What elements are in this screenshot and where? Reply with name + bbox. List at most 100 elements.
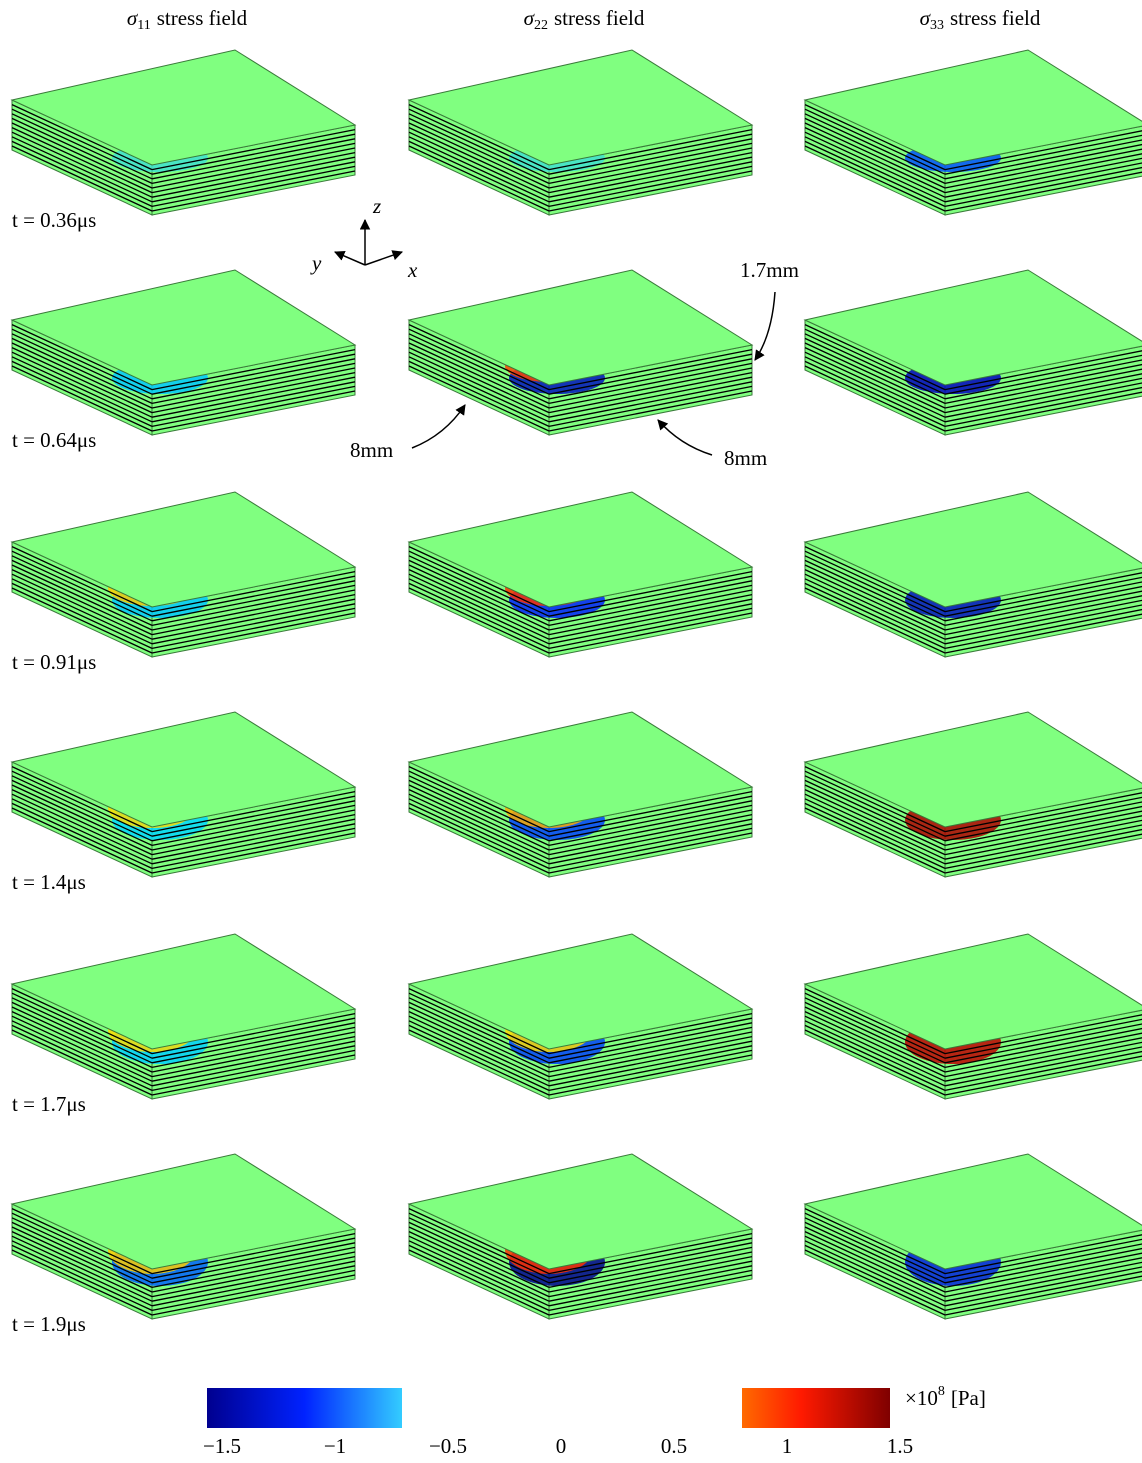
colorbar-tick-label: −0.5 <box>429 1434 467 1458</box>
layer-line <box>408 550 550 617</box>
layer-line <box>804 1249 946 1316</box>
layer-line <box>548 1045 753 1087</box>
layer-line <box>944 391 1142 432</box>
layer-line <box>11 1217 153 1284</box>
layer-line <box>804 145 946 212</box>
layer-line <box>151 1251 356 1293</box>
layer-line <box>151 133 356 175</box>
layer-line <box>944 805 1142 847</box>
layer-line <box>548 367 753 409</box>
layer-line <box>11 1208 153 1275</box>
layer-line <box>944 354 1142 395</box>
unit-exponent: 8 <box>938 1384 945 1399</box>
dimension-label: 1.7mm <box>740 258 799 282</box>
layer-line <box>11 351 153 418</box>
colorbar-tick-label: 0.5 <box>661 1434 687 1458</box>
layer-line <box>944 590 1142 631</box>
layer-line <box>944 796 1142 837</box>
layer-line <box>944 572 1142 613</box>
layer-line <box>11 1240 153 1307</box>
layer-line <box>944 828 1142 870</box>
layer-line <box>944 824 1142 865</box>
layer-line <box>804 569 946 636</box>
layer-line <box>11 140 153 207</box>
dimension-label: 8mm <box>350 438 393 462</box>
layer-line <box>151 827 356 870</box>
layer-line <box>151 348 356 391</box>
slab-top <box>407 933 754 1050</box>
layer-line <box>408 1226 550 1293</box>
layer-line <box>408 587 550 654</box>
colorbar-tick-label: 1.5 <box>887 1434 913 1458</box>
layer-line <box>151 1040 356 1082</box>
layer-line <box>151 832 356 874</box>
layer-line <box>548 358 753 400</box>
layer-line <box>804 356 946 423</box>
layer-line <box>548 1035 753 1078</box>
layer-line <box>11 546 153 613</box>
layer-line <box>11 337 153 404</box>
layer-line <box>151 385 356 428</box>
layer-line <box>944 1027 1142 1069</box>
layer-line <box>548 1012 753 1055</box>
slab-top <box>10 711 357 828</box>
slab-top <box>803 711 1142 828</box>
layer-line <box>408 775 550 842</box>
layer-line <box>408 136 550 203</box>
layer-line <box>408 988 550 1055</box>
time-label: t = 0.36μs <box>12 208 96 232</box>
slab <box>407 491 754 658</box>
layer-line <box>151 1054 356 1096</box>
layer-line <box>151 1022 356 1064</box>
layer-line <box>11 333 153 400</box>
layer-line <box>151 818 356 860</box>
slab-top <box>10 1153 357 1270</box>
layer-line <box>408 333 550 400</box>
layer-line <box>804 555 946 622</box>
layer-line <box>151 367 356 409</box>
layer-line <box>804 1006 946 1073</box>
layer-line <box>408 104 550 171</box>
layer-line <box>804 351 946 418</box>
layer-line <box>151 1255 356 1298</box>
layer-line <box>151 1269 356 1312</box>
layer-line <box>11 365 153 432</box>
layer-line <box>548 827 753 870</box>
slab-top <box>407 491 754 608</box>
layer-line <box>944 810 1142 851</box>
layer-line <box>151 1045 356 1087</box>
layer-line <box>944 613 1142 654</box>
layer-line <box>548 362 753 405</box>
slab-top <box>10 269 357 386</box>
layer-line <box>408 1015 550 1082</box>
layer-line <box>804 1024 946 1091</box>
layer-line <box>944 581 1142 622</box>
layer-line <box>804 140 946 207</box>
layer-line <box>151 809 356 851</box>
layer-line <box>11 807 153 874</box>
layer-line <box>548 151 753 194</box>
layer-line <box>944 815 1142 856</box>
layer-line <box>408 113 550 180</box>
colorbar-tick-label: 1 <box>782 1434 793 1458</box>
layer-line <box>804 997 946 1064</box>
layer-line <box>408 351 550 418</box>
layer-line <box>944 143 1142 185</box>
colorbar-tick-label: −1.5 <box>203 1434 241 1458</box>
layer-line <box>408 1029 550 1096</box>
layer-line <box>804 564 946 631</box>
layer-line <box>151 161 356 203</box>
layer-line <box>11 555 153 622</box>
column-header: σ33 stress field <box>920 6 1041 33</box>
layer-line <box>548 589 753 631</box>
layer-line <box>548 1274 753 1316</box>
layer-line <box>408 997 550 1064</box>
layer-line <box>408 798 550 865</box>
layer-line <box>944 1238 1142 1279</box>
layer-line <box>151 598 356 640</box>
layer-line <box>408 324 550 391</box>
layer-line <box>804 559 946 626</box>
slab <box>803 711 1142 878</box>
layer-line <box>804 546 946 613</box>
layer-line <box>548 823 753 865</box>
